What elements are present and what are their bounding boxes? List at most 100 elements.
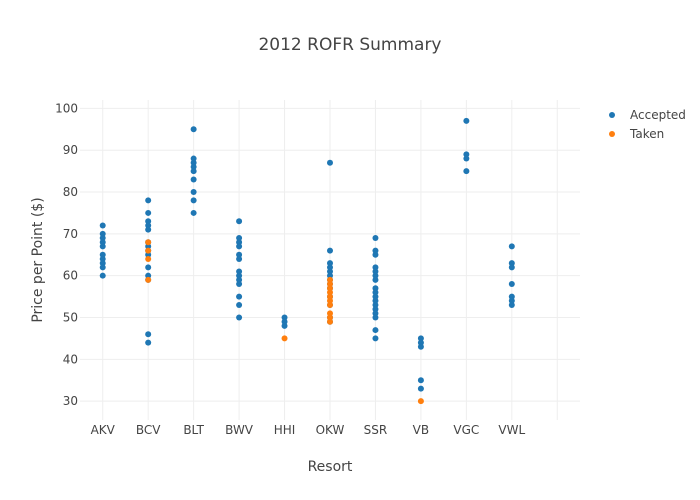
data-point-accepted[interactable] bbox=[236, 276, 243, 283]
data-point-accepted[interactable] bbox=[190, 159, 197, 166]
data-point-accepted[interactable] bbox=[236, 268, 243, 275]
data-point-accepted[interactable] bbox=[372, 264, 379, 271]
data-point-taken[interactable] bbox=[327, 285, 333, 292]
data-point-accepted[interactable] bbox=[372, 297, 379, 304]
data-point-taken[interactable] bbox=[327, 289, 333, 296]
data-point-taken[interactable] bbox=[145, 276, 152, 283]
data-point-accepted[interactable] bbox=[190, 126, 197, 133]
data-point-accepted[interactable] bbox=[99, 239, 106, 246]
data-point-accepted[interactable] bbox=[463, 117, 470, 124]
data-point-accepted[interactable] bbox=[190, 163, 197, 170]
data-point-accepted[interactable] bbox=[190, 168, 197, 175]
data-point-accepted[interactable] bbox=[99, 222, 106, 229]
data-point-accepted[interactable] bbox=[281, 314, 288, 321]
data-point-accepted[interactable] bbox=[327, 268, 333, 275]
data-point-accepted[interactable] bbox=[145, 197, 152, 204]
data-point-accepted[interactable] bbox=[372, 310, 379, 317]
data-point-accepted[interactable] bbox=[99, 243, 106, 250]
data-point-taken[interactable] bbox=[145, 247, 152, 254]
data-point-accepted[interactable] bbox=[327, 247, 333, 254]
data-point-taken[interactable] bbox=[327, 301, 333, 308]
data-point-accepted[interactable] bbox=[372, 235, 379, 242]
data-point-accepted[interactable] bbox=[372, 335, 379, 342]
data-point-accepted[interactable] bbox=[372, 268, 379, 275]
data-point-accepted[interactable] bbox=[417, 335, 424, 342]
data-point-accepted[interactable] bbox=[236, 218, 243, 225]
data-point-accepted[interactable] bbox=[372, 272, 379, 279]
data-point-accepted[interactable] bbox=[99, 230, 106, 237]
data-point-accepted[interactable] bbox=[281, 322, 288, 329]
data-point-taken[interactable] bbox=[327, 318, 333, 325]
data-point-accepted[interactable] bbox=[99, 235, 106, 242]
data-point-accepted[interactable] bbox=[508, 243, 515, 250]
data-point-accepted[interactable] bbox=[236, 235, 243, 242]
data-point-accepted[interactable] bbox=[372, 301, 379, 308]
data-point-accepted[interactable] bbox=[99, 255, 106, 262]
data-point-accepted[interactable] bbox=[236, 293, 243, 300]
data-point-accepted[interactable] bbox=[372, 306, 379, 313]
data-point-accepted[interactable] bbox=[145, 272, 152, 279]
legend-item-accepted[interactable]: Accepted bbox=[609, 108, 686, 122]
data-point-accepted[interactable] bbox=[190, 189, 197, 196]
data-point-accepted[interactable] bbox=[508, 281, 515, 288]
data-point-accepted[interactable] bbox=[463, 168, 470, 175]
data-point-accepted[interactable] bbox=[190, 155, 197, 162]
data-point-accepted[interactable] bbox=[372, 247, 379, 254]
data-point-accepted[interactable] bbox=[372, 293, 379, 300]
data-point-accepted[interactable] bbox=[463, 151, 470, 158]
data-point-accepted[interactable] bbox=[236, 239, 243, 246]
data-point-accepted[interactable] bbox=[372, 285, 379, 292]
data-point-taken[interactable] bbox=[327, 314, 333, 321]
data-point-accepted[interactable] bbox=[236, 243, 243, 250]
data-point-accepted[interactable] bbox=[327, 159, 333, 166]
data-point-accepted[interactable] bbox=[417, 385, 424, 392]
data-point-taken[interactable] bbox=[281, 335, 288, 342]
data-point-accepted[interactable] bbox=[236, 281, 243, 288]
data-point-accepted[interactable] bbox=[145, 218, 152, 225]
data-point-accepted[interactable] bbox=[145, 251, 152, 258]
data-point-accepted[interactable] bbox=[372, 251, 379, 258]
data-point-accepted[interactable] bbox=[145, 222, 152, 229]
data-point-accepted[interactable] bbox=[99, 264, 106, 271]
data-point-taken[interactable] bbox=[327, 297, 333, 304]
data-point-accepted[interactable] bbox=[236, 251, 243, 258]
data-point-accepted[interactable] bbox=[508, 264, 515, 271]
data-point-accepted[interactable] bbox=[417, 377, 424, 384]
data-point-accepted[interactable] bbox=[327, 260, 333, 267]
data-point-accepted[interactable] bbox=[372, 276, 379, 283]
data-point-accepted[interactable] bbox=[327, 264, 333, 271]
legend-item-taken[interactable]: Taken bbox=[609, 127, 664, 141]
data-point-accepted[interactable] bbox=[145, 264, 152, 271]
data-point-accepted[interactable] bbox=[327, 272, 333, 279]
data-point-taken[interactable] bbox=[327, 310, 333, 317]
data-point-taken[interactable] bbox=[145, 255, 152, 262]
data-point-accepted[interactable] bbox=[190, 197, 197, 204]
data-point-accepted[interactable] bbox=[145, 209, 152, 216]
data-point-accepted[interactable] bbox=[508, 260, 515, 267]
data-point-accepted[interactable] bbox=[145, 339, 152, 346]
data-point-accepted[interactable] bbox=[281, 318, 288, 325]
data-point-taken[interactable] bbox=[327, 276, 333, 283]
data-point-accepted[interactable] bbox=[417, 343, 424, 350]
data-point-accepted[interactable] bbox=[508, 301, 515, 308]
data-point-accepted[interactable] bbox=[372, 289, 379, 296]
data-point-taken[interactable] bbox=[327, 281, 333, 288]
data-point-accepted[interactable] bbox=[236, 272, 243, 279]
data-point-taken[interactable] bbox=[327, 293, 333, 300]
data-point-accepted[interactable] bbox=[236, 301, 243, 308]
data-point-accepted[interactable] bbox=[463, 155, 470, 162]
data-point-accepted[interactable] bbox=[372, 327, 379, 334]
data-point-accepted[interactable] bbox=[99, 272, 106, 279]
data-point-accepted[interactable] bbox=[99, 251, 106, 258]
data-point-accepted[interactable] bbox=[99, 260, 106, 267]
data-point-accepted[interactable] bbox=[145, 226, 152, 233]
data-point-accepted[interactable] bbox=[417, 339, 424, 346]
data-point-accepted[interactable] bbox=[236, 314, 243, 321]
data-point-accepted[interactable] bbox=[145, 331, 152, 338]
data-point-accepted[interactable] bbox=[145, 243, 152, 250]
data-point-accepted[interactable] bbox=[190, 209, 197, 216]
data-point-accepted[interactable] bbox=[508, 297, 515, 304]
data-point-accepted[interactable] bbox=[508, 293, 515, 300]
data-point-accepted[interactable] bbox=[236, 255, 243, 262]
data-point-accepted[interactable] bbox=[190, 176, 197, 183]
